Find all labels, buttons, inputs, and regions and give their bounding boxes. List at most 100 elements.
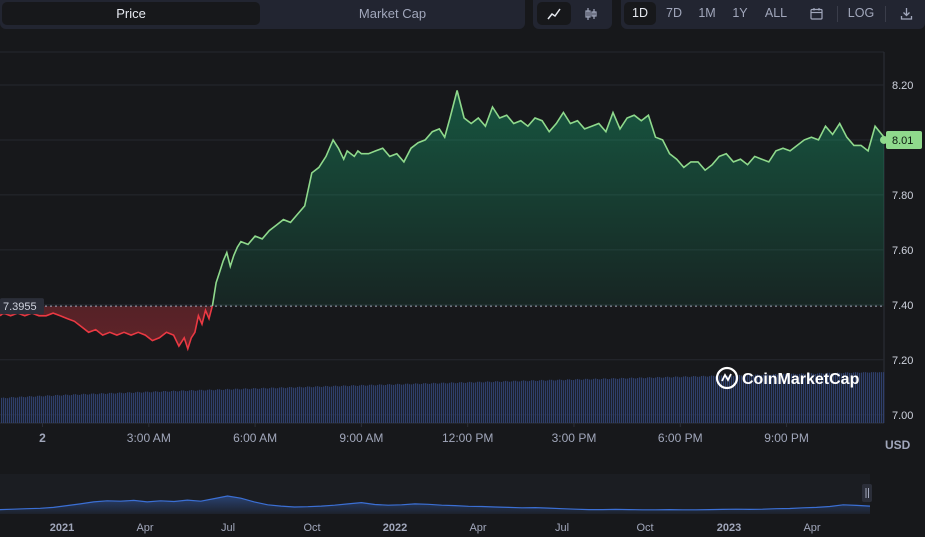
volume-bar (843, 373, 845, 423)
volume-bar (679, 377, 681, 423)
volume-bar (467, 382, 469, 423)
volume-bar (571, 379, 573, 423)
volume-bar (221, 389, 223, 423)
range-1d-button[interactable]: 1D (624, 2, 656, 25)
volume-bar (335, 385, 337, 423)
volume-bar (681, 377, 683, 423)
volume-bar (753, 375, 755, 423)
x-tick-label: 6:00 PM (658, 431, 703, 445)
tab-market-cap[interactable]: Market Cap (358, 6, 427, 21)
y-tick-label: 7.60 (892, 245, 913, 257)
volume-bar (731, 375, 733, 423)
volume-bar (767, 374, 769, 423)
volume-bar (249, 389, 251, 423)
y-axis: 8.20 8.01 7.80 7.60 7.40 7.20 7.00 (886, 80, 922, 422)
tab-price[interactable]: Price (2, 2, 260, 25)
volume-bar (153, 391, 155, 423)
volume-bar (181, 390, 183, 423)
volume-bar (313, 387, 315, 423)
volume-bar (23, 397, 25, 423)
calendar-button[interactable] (801, 2, 831, 25)
range-all-button[interactable]: ALL (764, 6, 788, 20)
volume-bar (525, 380, 527, 423)
volume-bar (351, 385, 353, 423)
volume-bar (305, 387, 307, 423)
navigator-tick-label: Jul (555, 522, 569, 534)
navigator-tick-label: Oct (636, 522, 653, 534)
volume-bar (695, 376, 697, 423)
volume-bar (481, 382, 483, 423)
range-1m-button[interactable]: 1M (698, 6, 716, 20)
volume-bar (41, 396, 43, 423)
volume-bar (35, 396, 37, 423)
volume-bar (253, 388, 255, 423)
range-navigator[interactable]: 2021 Apr Jul Oct 2022 Apr Jul Oct 2023 Apr (0, 474, 872, 534)
price-area (0, 90, 884, 349)
volume-bar (211, 389, 213, 423)
navigator-tick-label: Apr (469, 522, 486, 534)
volume-bar (755, 374, 757, 423)
volume-bar (581, 379, 583, 423)
volume-bar (563, 380, 565, 423)
volume-bar (331, 386, 333, 423)
volume-bar (375, 385, 377, 423)
volume-bar (747, 374, 749, 423)
volume-bar (459, 382, 461, 423)
volume-bar (47, 395, 49, 423)
volume-bar (175, 391, 177, 423)
volume-bar (463, 382, 465, 423)
volume-bar (67, 394, 69, 423)
volume-bar (501, 381, 503, 423)
volume-bar (655, 377, 657, 423)
line-chart-button[interactable] (537, 2, 571, 25)
volume-bar (403, 384, 405, 423)
log-scale-button[interactable]: LOG (847, 6, 875, 20)
volume-bar (233, 389, 235, 423)
volume-bar (813, 373, 815, 423)
volume-bar (871, 372, 873, 423)
candlestick-button[interactable] (574, 2, 608, 25)
volume-bar (209, 389, 211, 423)
volume-bar (227, 388, 229, 423)
volume-bar (117, 392, 119, 423)
volume-bar (781, 374, 783, 423)
volume-bar (389, 384, 391, 423)
volume-bar (125, 392, 127, 423)
x-tick-label: 12:00 PM (442, 431, 493, 445)
volume-bar (71, 395, 73, 423)
volume-bar (339, 386, 341, 423)
volume-bar (275, 388, 277, 423)
volume-bar (325, 385, 327, 423)
volume-bar (605, 378, 607, 423)
volume-bar (63, 395, 65, 423)
volume-bar (727, 375, 729, 423)
volume-bar (713, 375, 715, 423)
y-tick-label: 7.20 (892, 355, 913, 367)
volume-bar (379, 384, 381, 423)
range-7d-button[interactable]: 7D (666, 6, 682, 20)
volume-bar (327, 386, 329, 423)
volume-bar (361, 384, 363, 423)
volume-bar (237, 388, 239, 423)
volume-bar (185, 391, 187, 423)
volume-bar (273, 387, 275, 423)
volume-bar (825, 373, 827, 423)
x-tick-label: 3:00 AM (127, 431, 171, 445)
volume-bar (135, 392, 137, 423)
navigator-tick-label: Oct (303, 522, 320, 534)
volume-bar (875, 372, 877, 423)
volume-bar (19, 396, 21, 423)
navigator-tick-label: 2022 (383, 522, 407, 534)
range-1y-button[interactable]: 1Y (732, 6, 748, 20)
volume-bar (575, 379, 577, 423)
volume-bar (131, 392, 133, 423)
volume-bar (395, 384, 397, 423)
volume-bar (337, 386, 339, 423)
volume-bar (739, 374, 741, 423)
volume-bar (561, 379, 563, 423)
volume-bar (487, 381, 489, 423)
download-button[interactable] (891, 2, 921, 25)
volume-bar (385, 384, 387, 423)
volume-bar (89, 394, 91, 423)
